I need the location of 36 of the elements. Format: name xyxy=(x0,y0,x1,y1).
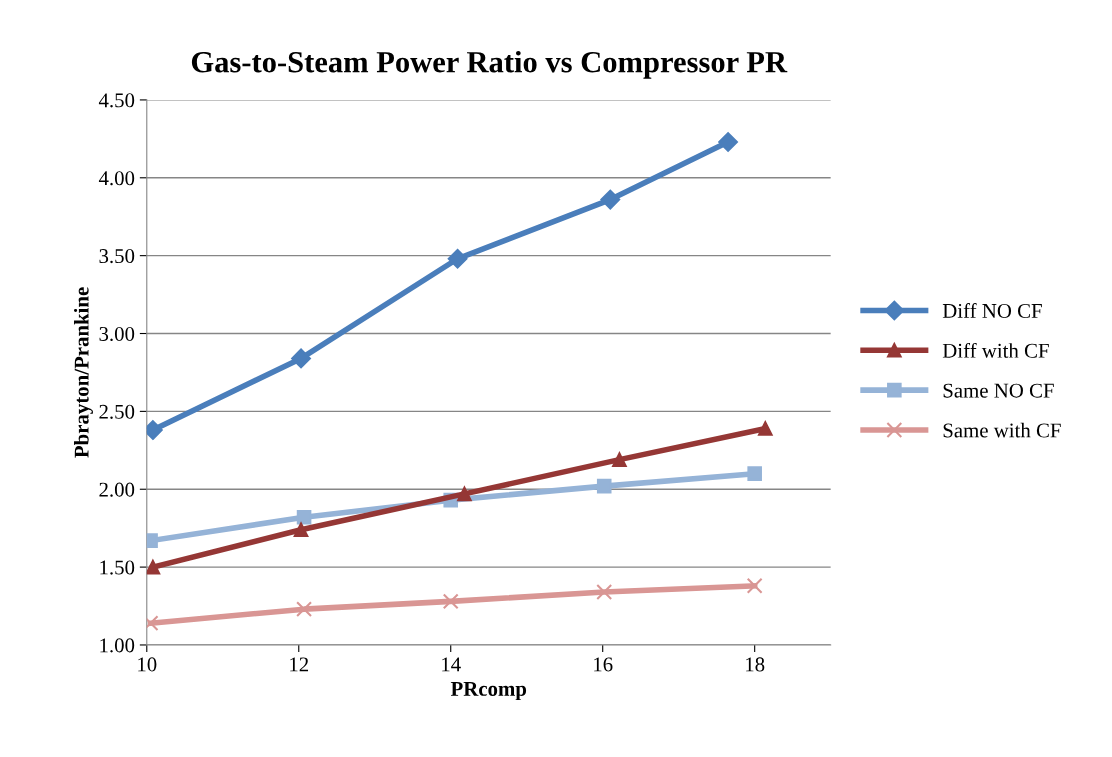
point xyxy=(612,452,627,467)
point xyxy=(296,509,312,525)
point xyxy=(596,584,613,600)
x-tick-label: 14 xyxy=(442,657,461,672)
y-tick-label: 3.00 xyxy=(99,326,135,342)
y-tick-label: 3.50 xyxy=(99,249,135,264)
x-tick-label: 10 xyxy=(138,657,157,672)
x-axis-title: PRcomp xyxy=(450,682,527,701)
x-tick-label: 18 xyxy=(746,657,765,672)
legend-label: Same NO CF xyxy=(943,383,1054,398)
point xyxy=(596,478,612,494)
point xyxy=(442,593,459,610)
point xyxy=(600,189,621,210)
point xyxy=(718,132,738,152)
point xyxy=(146,559,161,575)
y-tick-label: 4.00 xyxy=(98,171,135,186)
y-tick-label: 2.50 xyxy=(99,404,135,419)
x-tick-label: 16 xyxy=(594,657,613,672)
point xyxy=(457,486,472,502)
point xyxy=(758,421,773,436)
point xyxy=(746,577,763,594)
y-tick-label: 2.00 xyxy=(99,482,135,497)
y-tick-label: 4.50 xyxy=(98,93,135,108)
legend-label: Diff NO CF xyxy=(942,303,1042,318)
y-axis-title: Pbrayton/Prankine xyxy=(74,287,93,458)
point xyxy=(747,466,762,481)
y-tick-label: 1.00 xyxy=(100,638,135,653)
legend-label: Diff with CF xyxy=(942,342,1049,358)
point xyxy=(291,348,311,369)
legend-label: Same with CF xyxy=(943,422,1061,438)
point xyxy=(447,248,468,269)
chart-title: Gas-to-Steam Power Ratio vs Compressor PR xyxy=(191,50,788,79)
point xyxy=(296,601,313,618)
y-tick-label: 1.50 xyxy=(100,560,135,575)
point xyxy=(293,522,309,538)
x-tick-label: 12 xyxy=(290,657,309,672)
